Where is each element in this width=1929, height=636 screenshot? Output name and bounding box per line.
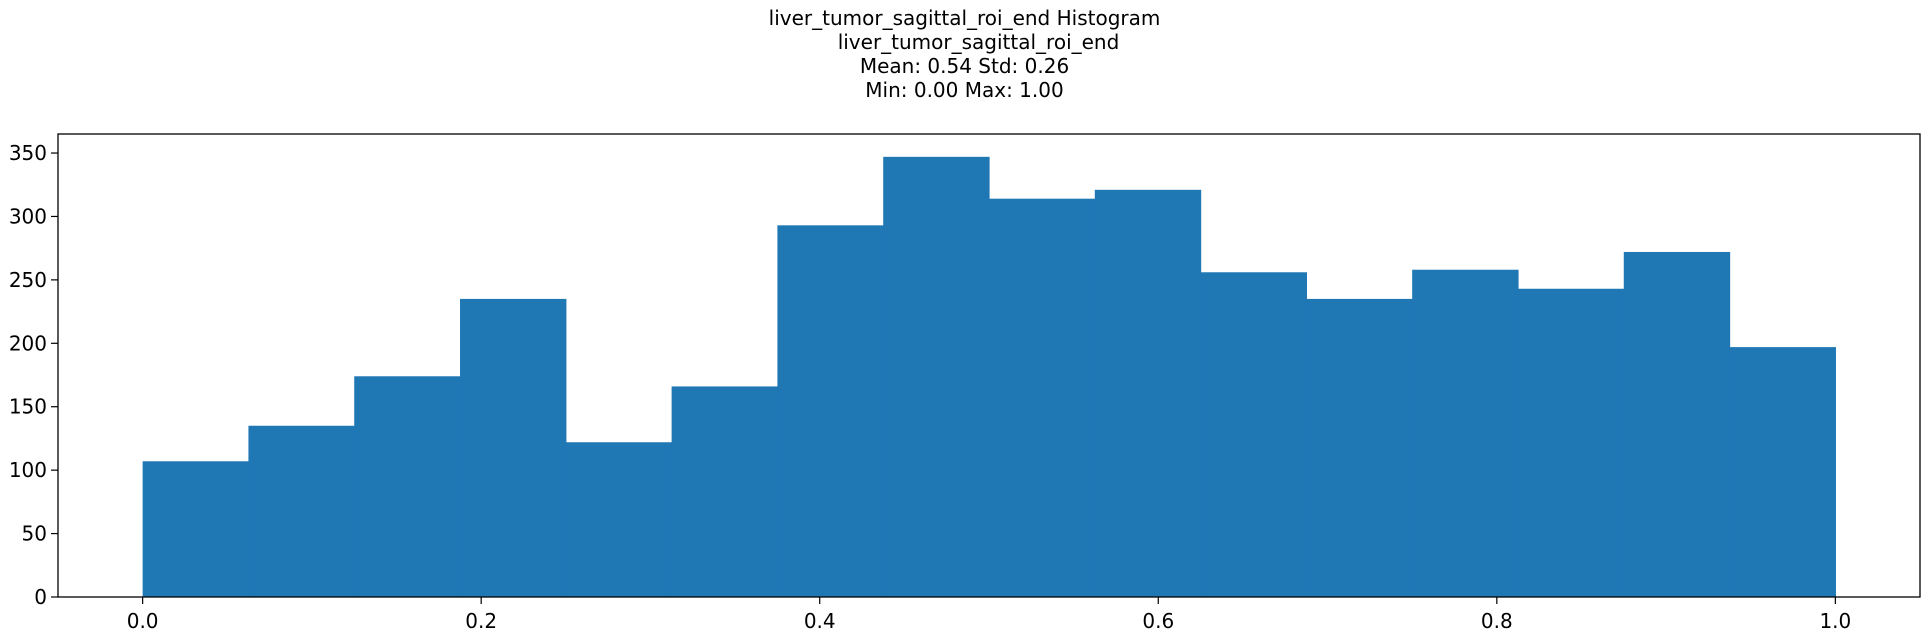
x-tick-label: 0.2	[465, 609, 497, 633]
chart-title-block: liver_tumor_sagittal_roi_end Histogram l…	[0, 6, 1929, 102]
x-tick-label: 0.0	[127, 609, 159, 633]
histogram-bar	[142, 461, 250, 597]
y-axis-ticks: 0 50 100 150 200 250 300 350	[9, 141, 58, 609]
histogram-bar	[248, 425, 355, 597]
histogram-bar	[354, 376, 461, 597]
histogram-bar	[1412, 269, 1519, 597]
x-axis-ticks: 0.0 0.2 0.4 0.6 0.8 1.0	[127, 597, 1851, 633]
y-tick-label: 300	[9, 204, 47, 228]
histogram-bar	[671, 386, 779, 597]
histogram-bar	[460, 298, 567, 597]
histogram-bar	[1200, 272, 1307, 597]
y-tick-label: 250	[9, 268, 47, 292]
plot-frame	[57, 133, 1921, 598]
y-tick-label: 200	[9, 331, 47, 355]
histogram-bar	[565, 442, 673, 597]
y-tick-label: 100	[9, 458, 47, 482]
chart-subtitle-min-max: Min: 0.00 Max: 1.00	[865, 78, 1064, 102]
chart-subtitle-mean-std: Mean: 0.54 Std: 0.26	[859, 54, 1070, 78]
histogram-bar	[777, 225, 884, 597]
y-tick-label: 0	[34, 585, 47, 609]
y-tick-label: 150	[9, 395, 47, 419]
y-tick-label: 350	[9, 141, 47, 165]
y-tick-label: 50	[22, 522, 47, 546]
histogram-bar	[1517, 288, 1625, 597]
x-tick-label: 0.6	[1142, 609, 1174, 633]
histogram-bar	[989, 198, 1096, 597]
histogram-bar	[1623, 251, 1731, 598]
bars-group	[142, 156, 1836, 598]
chart-title: liver_tumor_sagittal_roi_end Histogram	[768, 6, 1161, 30]
x-tick-label: 0.8	[1481, 609, 1513, 633]
x-tick-label: 0.4	[804, 609, 836, 633]
histogram-bar	[883, 156, 990, 597]
histogram-bar	[1094, 189, 1202, 597]
histogram-bar	[1306, 298, 1413, 597]
chart-subtitle-name: liver_tumor_sagittal_roi_end	[837, 30, 1120, 54]
x-tick-label: 1.0	[1819, 609, 1851, 633]
histogram-bar	[1729, 347, 1836, 597]
